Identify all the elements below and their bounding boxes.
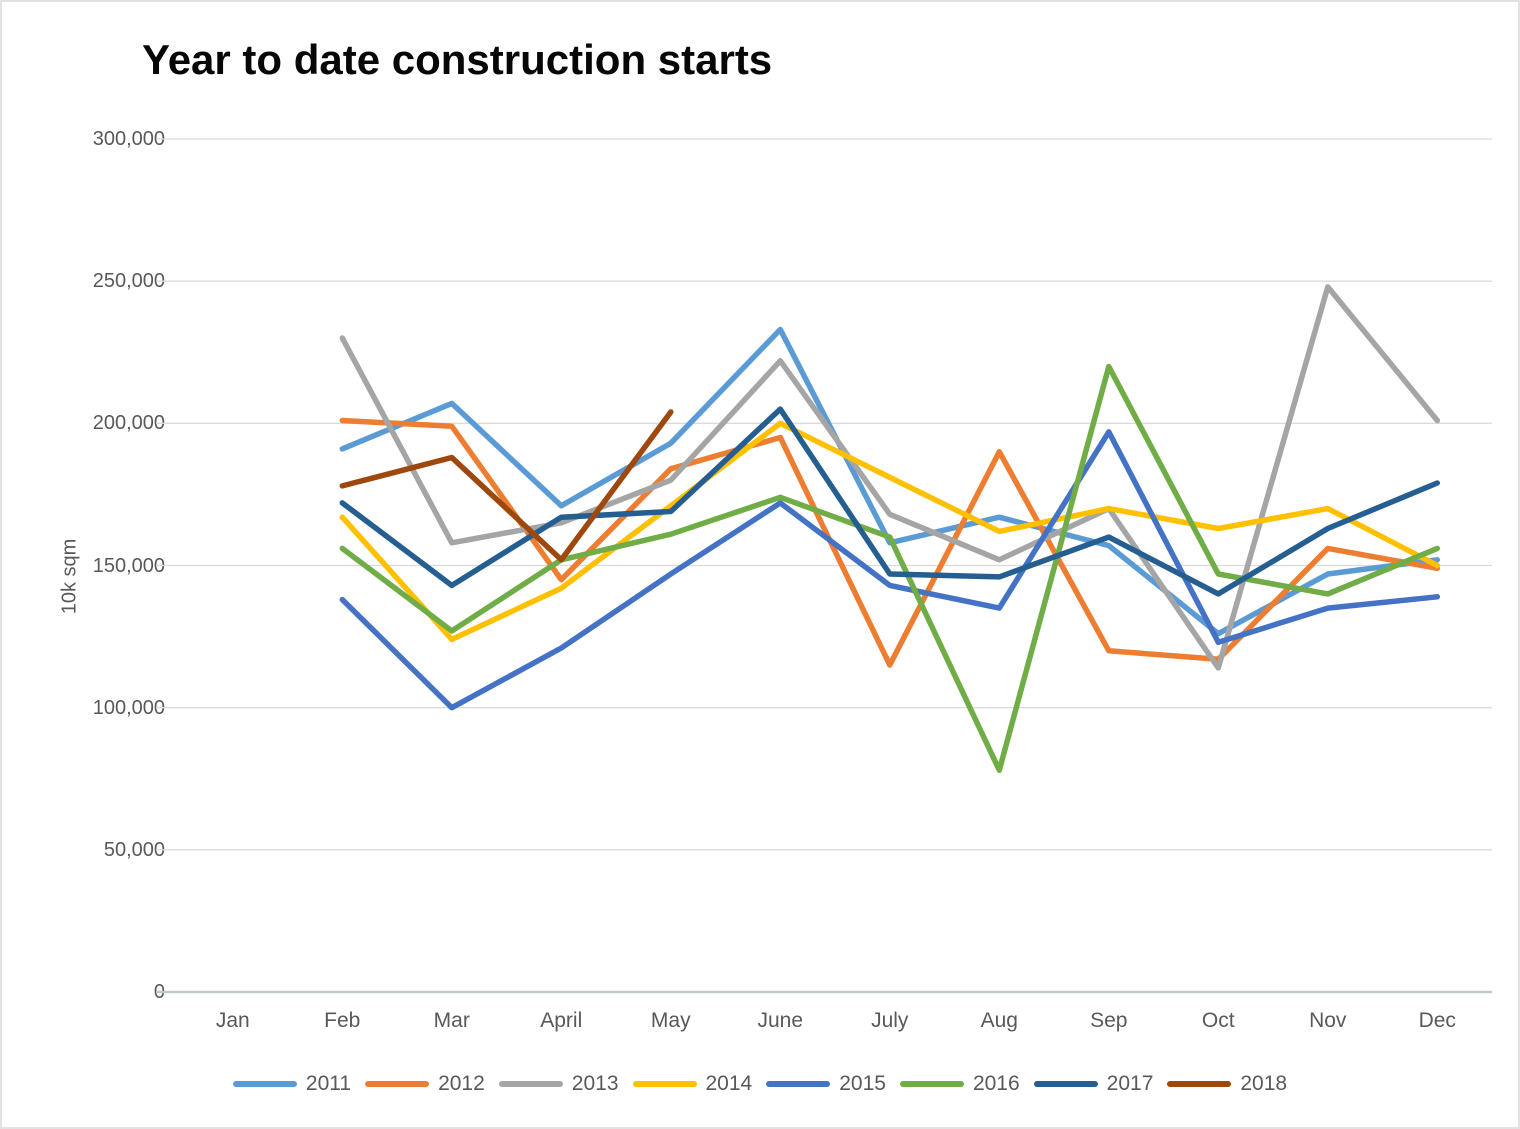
series-line-2013: [339, 284, 1441, 671]
legend-label: 2017: [1106, 1072, 1154, 1095]
y-tick-label: 300,000: [92, 128, 165, 150]
series-line-2017: [339, 406, 1441, 597]
legend-item-2014[interactable]: 2014: [632, 1072, 753, 1096]
legend-item-2012[interactable]: 2012: [365, 1072, 485, 1096]
x-axis-label: Aug: [980, 1009, 1018, 1032]
legend-label: 2014: [705, 1072, 753, 1095]
x-axis-label: Nov: [1309, 1009, 1347, 1032]
legend-swatch-2014: [632, 1081, 697, 1087]
y-tick-label: 50,000: [103, 838, 165, 861]
legend-label: 2016: [972, 1072, 1020, 1095]
x-axis-label: June: [757, 1009, 804, 1032]
x-axis-label: April: [540, 1009, 583, 1032]
legend-swatch-2012: [365, 1081, 430, 1087]
x-axis-label: Sep: [1090, 1009, 1128, 1032]
legend-swatch-2016: [899, 1081, 964, 1087]
legend-label: 2011: [305, 1072, 352, 1095]
x-axis-label: Oct: [1201, 1009, 1235, 1032]
chart-legend: 2011 2012 2013 2014 2015 2016 2017 2018: [2, 1072, 1518, 1096]
x-axis-label: Jan: [215, 1009, 250, 1032]
legend-item-2013[interactable]: 2013: [498, 1072, 619, 1096]
y-tick-label: 250,000: [92, 270, 165, 293]
x-axis-label: Dec: [1418, 1009, 1456, 1032]
legend-swatch-2018: [1167, 1081, 1232, 1087]
y-tick-label: 100,000: [92, 696, 165, 719]
y-tick-label: 150,000: [92, 554, 165, 577]
legend-swatch-2013: [498, 1081, 563, 1087]
series-line-2018: [339, 409, 674, 563]
legend-label: 2018: [1240, 1072, 1288, 1095]
legend-swatch-2015: [766, 1081, 831, 1087]
legend-item-2015[interactable]: 2015: [766, 1072, 886, 1096]
series-line-2015: [339, 429, 1441, 711]
chart-title: Year to date construction starts: [142, 36, 773, 83]
legend-item-2017[interactable]: 2017: [1033, 1072, 1154, 1096]
series-line-2014: [339, 420, 1441, 643]
x-axis-label: July: [871, 1009, 909, 1032]
legend-swatch-2017: [1033, 1081, 1098, 1087]
legend-label: 2012: [438, 1072, 485, 1095]
x-axis-label: Mar: [433, 1009, 470, 1032]
series-line-2016: [339, 363, 1441, 773]
legend-label: 2015: [839, 1072, 886, 1095]
x-axis-label: Feb: [324, 1009, 361, 1032]
legend-label: 2013: [571, 1072, 619, 1095]
x-axis-label: May: [650, 1009, 691, 1032]
legend-swatch-2011: [232, 1081, 297, 1087]
y-tick-label: 200,000: [92, 412, 165, 435]
legend-item-2011[interactable]: 2011: [232, 1072, 352, 1096]
legend-item-2016[interactable]: 2016: [899, 1072, 1020, 1096]
legend-item-2018[interactable]: 2018: [1167, 1072, 1287, 1096]
